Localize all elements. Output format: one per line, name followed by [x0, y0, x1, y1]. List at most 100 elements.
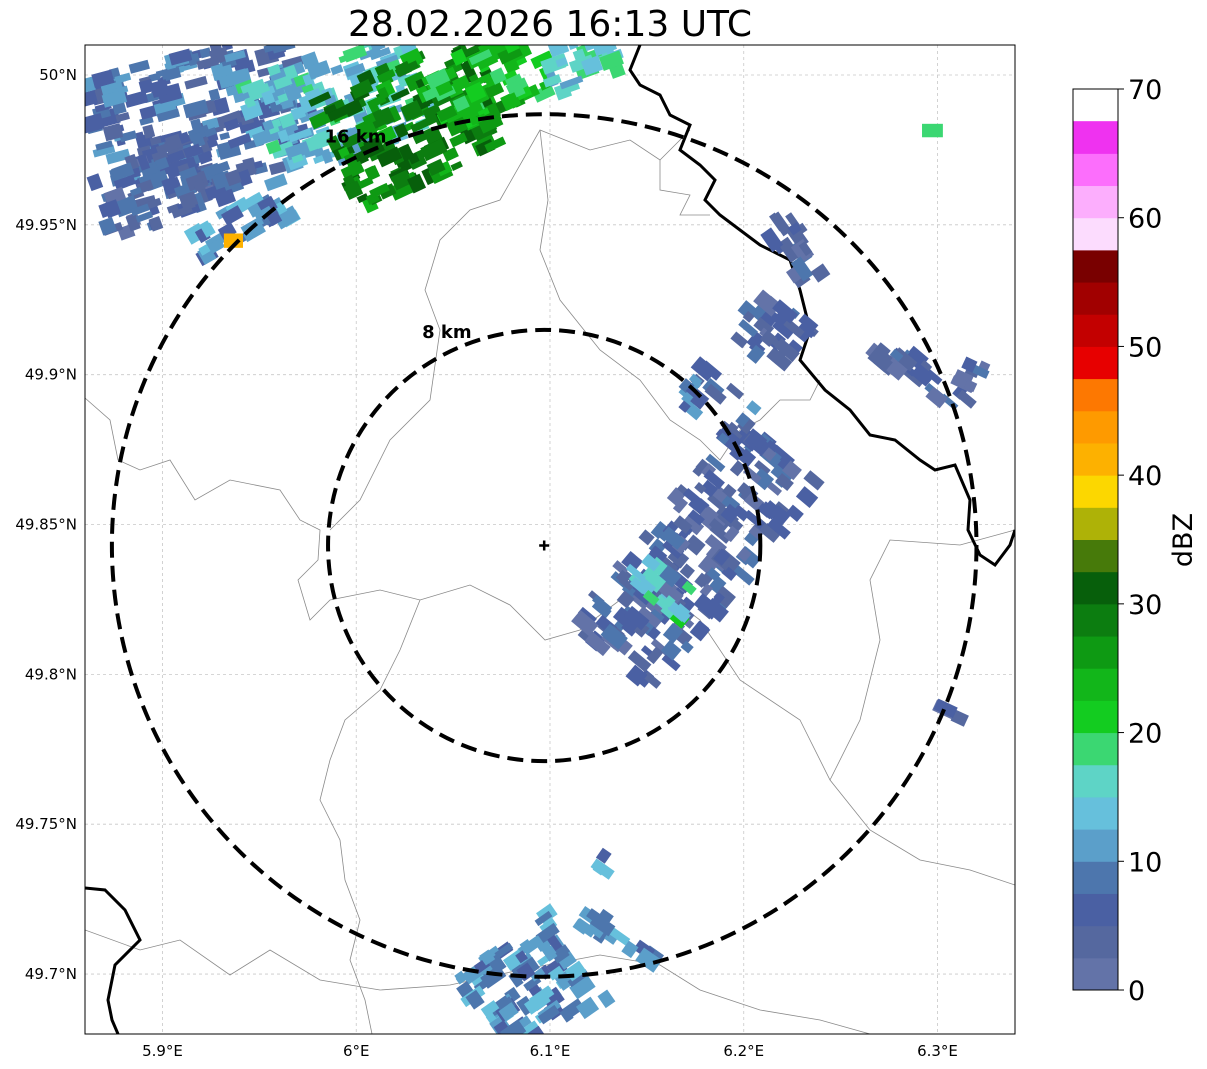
echo-pixel: [128, 59, 150, 74]
echo-pixel: [504, 1052, 526, 1069]
echo-pixel: [530, 50, 554, 70]
colorbar-segment: [1073, 764, 1118, 798]
echo-pixel: [688, 373, 703, 387]
echo-pixel: [369, 47, 391, 61]
echo-pixel: [597, 989, 616, 1009]
echo-pixel: [680, 596, 696, 612]
lon-tick-label: 6.2°E: [723, 1042, 764, 1060]
echo-pixel: [950, 709, 969, 727]
echo-pixel: [327, 104, 352, 122]
echo-pixel: [535, 922, 560, 945]
echo-pixel: [277, 129, 290, 143]
echo-pixel: [200, 222, 216, 238]
lat-tick-label: 50°N: [39, 66, 77, 84]
echo-pixel: [646, 646, 664, 665]
echo-pixel: [103, 186, 127, 205]
echo-pixel: [115, 112, 130, 123]
colorbar-segment: [1073, 539, 1118, 573]
echo-pixel: [161, 176, 181, 191]
radar-site-marker: [539, 540, 550, 551]
echo-pixel: [591, 45, 618, 57]
echo-pixel: [874, 342, 891, 359]
echo-pixel: [621, 940, 639, 959]
echo-pixel: [542, 945, 557, 959]
echo-pixel: [484, 136, 507, 153]
echo-pixel: [591, 594, 613, 614]
echo-pixel: [139, 116, 154, 126]
echo-north-west-lower: [86, 110, 253, 241]
lat-tick-label: 49.9°N: [25, 366, 77, 384]
echo-pixel: [342, 45, 368, 63]
echo-pixel: [357, 120, 378, 141]
echo-pixel: [91, 69, 115, 88]
echo-far-east-streak: [865, 342, 977, 411]
echo-northeast-cells: [730, 289, 819, 372]
echo-pixel: [343, 180, 364, 200]
echo-pixel: [641, 553, 661, 573]
echo-pixel: [374, 62, 390, 77]
echo-far-east-dot: [950, 356, 991, 394]
echo-pixel: [337, 131, 348, 142]
echo-pixel: [660, 526, 686, 550]
echo-pixel: [369, 182, 390, 199]
echo-pixel: [243, 224, 266, 243]
colorbar-segment: [1073, 314, 1118, 347]
echo-pixel: [224, 50, 246, 63]
echo-pixel: [454, 970, 466, 982]
echo-pixel: [786, 504, 804, 522]
colorbar-segment: [1073, 957, 1118, 991]
echo-pixel: [151, 149, 168, 163]
echo-pixel: [584, 45, 596, 52]
echo-pixel: [659, 555, 679, 573]
echo-pixel: [662, 538, 685, 560]
echo-pixel: [625, 664, 648, 687]
colorbar-tick-label: 10: [1128, 847, 1162, 878]
colorbar-frame: [1072, 88, 1119, 991]
echo-north-west-core: [223, 233, 243, 248]
echo-pixel: [349, 79, 374, 99]
echo-pixel: [500, 1019, 527, 1034]
echo-pixel: [237, 169, 253, 187]
echo-pixel: [659, 581, 684, 605]
echo-pixel: [320, 148, 334, 164]
echo-pixel: [111, 162, 135, 181]
echo-pixel: [762, 447, 777, 462]
echo-pixel: [142, 124, 156, 139]
echo-pixel: [400, 99, 424, 122]
echo-pixel: [456, 24, 480, 44]
colorbar-segment: [1073, 442, 1118, 476]
echo-pixel: [798, 313, 819, 333]
echo-pixel: [412, 128, 435, 145]
echo-pixel: [178, 131, 191, 144]
range-ring-label: 16 km: [324, 127, 386, 148]
colorbar-segment: [1073, 185, 1118, 219]
echo-pixel: [889, 348, 904, 362]
echo-pixel: [266, 210, 283, 227]
echo-pixel: [694, 482, 707, 494]
echo-pixel: [227, 133, 252, 149]
echo-pixel: [748, 431, 768, 450]
echo-pixel: [449, 132, 468, 148]
echo-pixel: [595, 847, 612, 864]
echo-pixel: [500, 69, 519, 86]
echo-pixel: [164, 133, 184, 152]
echo-pixel: [569, 974, 596, 1000]
echo-pixel: [154, 157, 170, 171]
echo-pixel: [261, 29, 286, 43]
echo-pixel: [376, 69, 396, 83]
colorbar: 0 10 20 30 40 50 60 70 dBZ: [1072, 75, 1199, 1007]
lon-tick-label: 6°E: [343, 1042, 370, 1060]
municipal-boundary: [319, 599, 421, 1034]
colorbar-segment: [1073, 700, 1118, 734]
echo-pixel: [684, 534, 706, 556]
colorbar-segment: [1073, 893, 1118, 927]
echo-pixel: [135, 211, 154, 223]
reflectivity-echoes: [85, 24, 991, 1069]
echo-pixel: [751, 468, 775, 491]
echo-pixel: [196, 56, 219, 70]
echo-pixel: [682, 487, 704, 507]
echo-pixel: [706, 567, 721, 582]
echo-pixel: [425, 68, 451, 90]
lat-tick-label: 49.95°N: [15, 216, 77, 234]
echo-pixel: [584, 631, 611, 657]
